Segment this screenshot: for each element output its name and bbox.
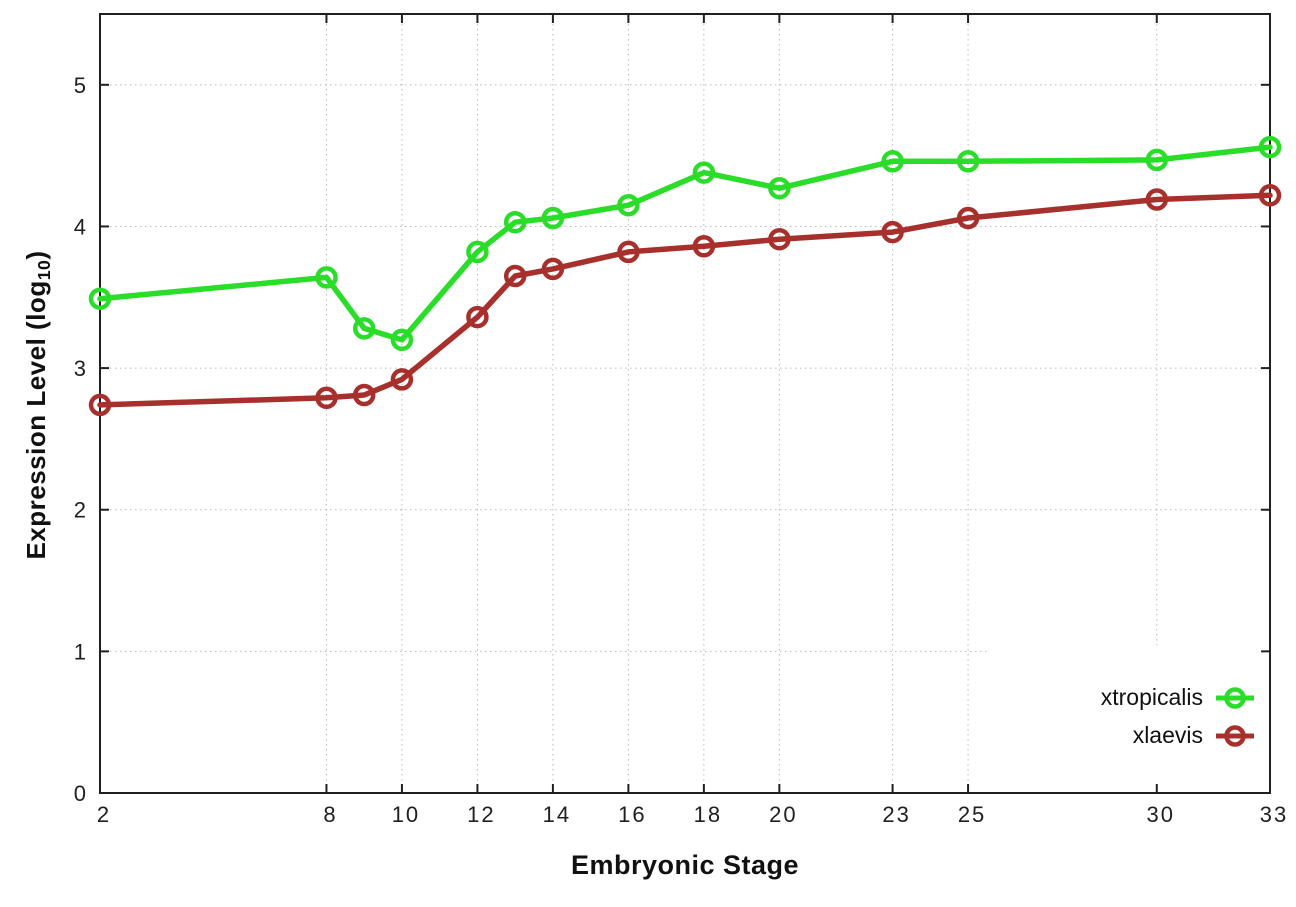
marker-xtropicalis-stage-25 [956, 150, 980, 173]
legend-item-xtropicalis: xtropicalis [1101, 684, 1256, 711]
marker-xlaevis-stage-18 [692, 235, 716, 258]
x-tick-label-33: 33 [1260, 802, 1288, 827]
y-axis-title-suffix: ) [21, 250, 51, 260]
marker-xtropicalis-stage-2 [88, 287, 112, 310]
marker-xlaevis-stage-33 [1258, 184, 1282, 207]
marker-xlaevis-stage-9 [352, 383, 376, 407]
y-tick-label-3: 3 [74, 356, 88, 381]
y-tick-label-5: 5 [74, 73, 88, 98]
marker-xlaevis-stage-14 [541, 257, 565, 281]
marker-xlaevis-stage-25 [956, 206, 980, 230]
marker-xlaevis-stage-12 [466, 305, 489, 329]
marker-xlaevis-stage-20 [768, 227, 791, 251]
x-tick-label-18: 18 [694, 802, 722, 827]
x-tick-label-16: 16 [618, 802, 646, 827]
legend-item-xlaevis: xlaevis [1133, 722, 1256, 749]
marker-xlaevis-stage-16 [617, 240, 640, 264]
y-tick-label-4: 4 [74, 214, 88, 239]
marker-xlaevis-stage-10 [390, 368, 414, 391]
marker-xtropicalis-stage-9 [352, 317, 376, 340]
marker-xtropicalis-stage-33 [1258, 135, 1282, 159]
x-tick-label-30: 30 [1147, 802, 1175, 827]
y-tick-label-0: 0 [74, 781, 88, 806]
legend-key-box [988, 645, 1268, 782]
y-axis-title: Expression Level (log10) [14, 85, 58, 725]
x-tick-label-25: 25 [958, 802, 986, 827]
marker-xlaevis-stage-13 [503, 264, 527, 288]
legend: xtropicalis xlaevis [1101, 684, 1256, 749]
marker-xtropicalis-stage-23 [881, 150, 904, 173]
y-tick-label-1: 1 [74, 639, 88, 664]
marker-xtropicalis-stage-30 [1145, 148, 1169, 172]
marker-xlaevis-stage-8 [315, 386, 338, 410]
x-tick-label-23: 23 [882, 802, 910, 827]
marker-xtropicalis-stage-20 [768, 176, 791, 200]
x-tick-label-8: 8 [323, 802, 337, 827]
marker-xlaevis-stage-23 [881, 220, 904, 244]
marker-xlaevis-stage-2 [88, 393, 112, 417]
marker-xtropicalis-stage-16 [617, 193, 640, 217]
x-tick-label-2: 2 [97, 802, 111, 827]
y-axis-title-text: Expression Level (log [21, 280, 51, 560]
x-tick-label-10: 10 [392, 802, 420, 827]
x-tick-label-14: 14 [543, 802, 571, 827]
y-axis-title-subscript: 10 [33, 259, 54, 281]
marker-xtropicalis-stage-8 [315, 266, 338, 289]
marker-xtropicalis-stage-10 [390, 328, 414, 352]
marker-xtropicalis-stage-14 [541, 206, 565, 230]
y-tick-label-2: 2 [74, 498, 88, 523]
marker-xlaevis-stage-30 [1145, 188, 1169, 211]
marker-xtropicalis-stage-13 [503, 210, 527, 234]
legend-marker-xlaevis-icon [1216, 724, 1254, 747]
marker-xtropicalis-stage-18 [692, 161, 716, 184]
x-tick-label-20: 20 [769, 802, 797, 827]
series-line-xtropicalis [97, 144, 1273, 343]
legend-marker-xtropicalis-icon [1216, 686, 1254, 709]
legend-label-xlaevis: xlaevis [1132, 722, 1203, 748]
legend-label-xtropicalis: xtropicalis [1100, 684, 1203, 710]
x-axis-title: Embryonic Stage [570, 850, 800, 880]
marker-xtropicalis-stage-12 [466, 240, 489, 264]
x-tick-label-12: 12 [467, 802, 495, 827]
